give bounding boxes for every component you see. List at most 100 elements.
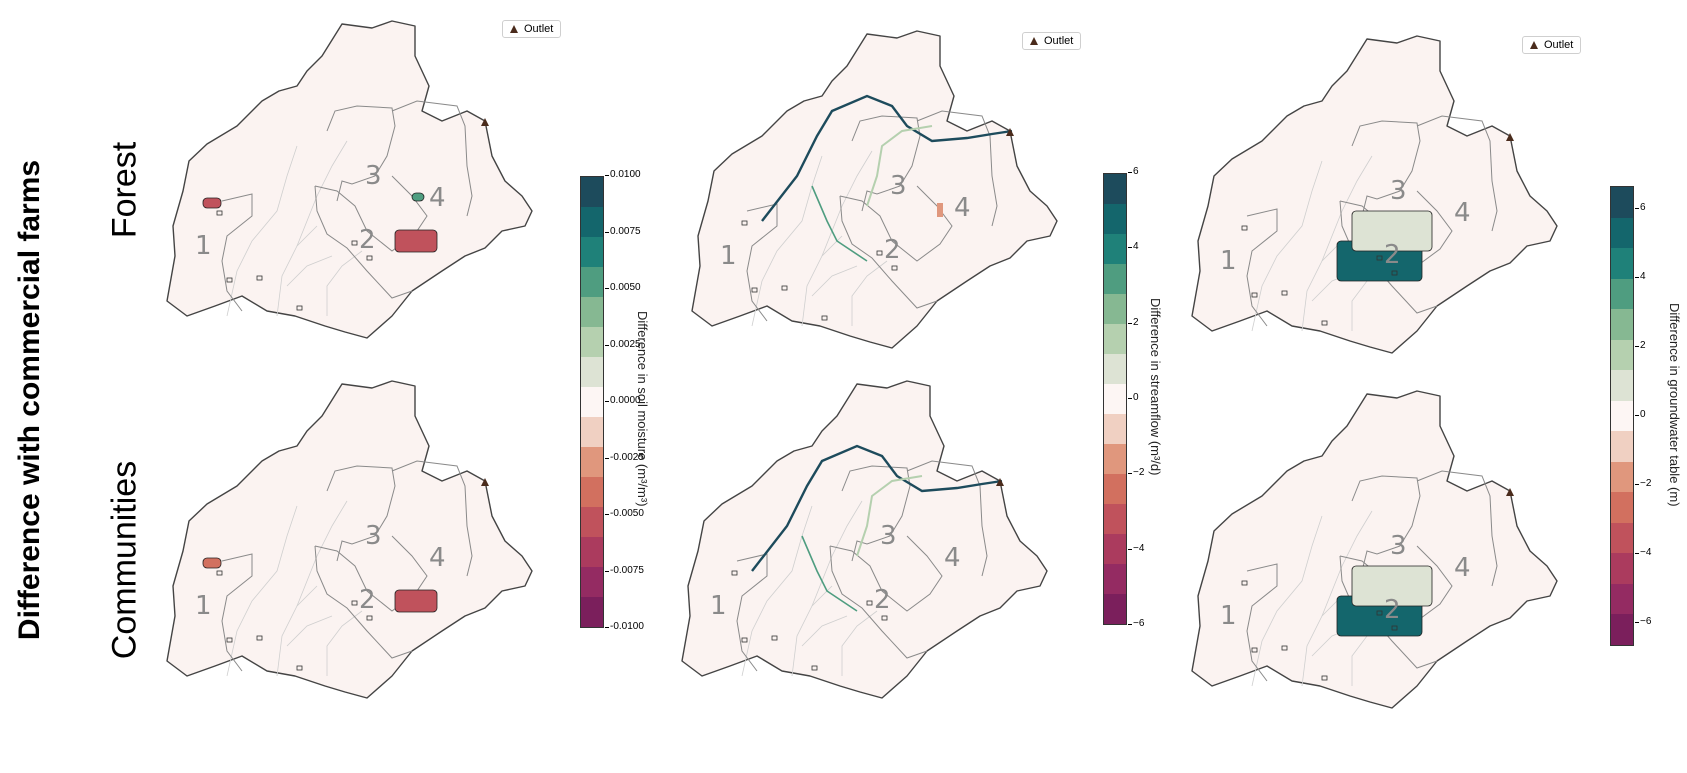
legend-outlet-1: Outlet (502, 20, 562, 38)
difference-patch (937, 203, 943, 217)
colorbar-band (1104, 204, 1126, 234)
difference-patch (411, 192, 425, 202)
subbasin-boundary (1351, 120, 1421, 217)
field-outline (811, 665, 818, 671)
colorbar-tick-label: -0.0075 (605, 564, 644, 576)
colorbar-band (1611, 614, 1633, 645)
subbasin-label: 3 (365, 161, 382, 191)
field-outline (366, 255, 373, 261)
stream-line (801, 615, 848, 647)
field-outline (1321, 320, 1328, 326)
subbasin-boundary (391, 100, 473, 217)
subbasin-label: 2 (874, 585, 891, 615)
subbasin-label: 4 (954, 193, 971, 223)
colorbar-tick-label: 6 (1128, 166, 1139, 177)
colorbar-tick-label: −4 (1127, 542, 1145, 554)
subbasin-label: 2 (1384, 595, 1401, 625)
stream-line (296, 500, 348, 607)
field-outline (881, 615, 888, 621)
subbasin-boundary (1416, 470, 1498, 587)
difference-patch (394, 229, 438, 253)
colorbar-band (1611, 400, 1633, 432)
colorbar-tick-label: −6 (1127, 618, 1145, 629)
subbasin-boundary (326, 465, 396, 562)
outlet-triangle-icon (1030, 37, 1038, 45)
colorbar-band (1104, 384, 1126, 414)
colorbar-tick-label: 2 (1128, 316, 1139, 328)
colorbar-band (581, 417, 603, 447)
colorbar-band (1104, 444, 1126, 474)
map-forest-soil-moisture: 1 2 3 4 (166, 20, 533, 339)
difference-patch (1351, 565, 1433, 607)
map-forest-groundwater: 1 2 3 4 (1191, 35, 1558, 354)
stream-line (326, 250, 363, 316)
subbasin-label: 2 (359, 585, 376, 615)
colorbar-band (1104, 294, 1126, 324)
field-outline (1281, 645, 1288, 651)
streamflow-line (866, 125, 933, 207)
colorbar-streamflow: 6 4 2 0 −2 −4 −6 Difference in streamflow (m³/… (1103, 166, 1213, 629)
subbasin-boundary (1246, 563, 1278, 682)
colorbar-gradient (580, 176, 604, 628)
streamflow-line (801, 535, 858, 612)
field-outline (296, 665, 303, 671)
basin-outline (1191, 35, 1558, 354)
field-outline (296, 305, 303, 311)
outlet-marker (1506, 488, 1514, 496)
colorbar-band (1611, 522, 1633, 554)
colorbar-band (1611, 278, 1633, 310)
stream-line (276, 225, 318, 317)
subbasin-label: 1 (195, 591, 212, 621)
field-outline (821, 315, 828, 321)
colorbar-band (1104, 234, 1126, 264)
stream-line (751, 155, 823, 327)
colorbar-band (581, 597, 603, 627)
subbasin-boundary (391, 460, 473, 577)
field-outline (1241, 225, 1248, 231)
colorbar-band (1104, 474, 1126, 504)
subbasin-label: 4 (429, 183, 446, 213)
outlet-triangle-icon (1530, 41, 1538, 49)
subbasin-label: 1 (1220, 246, 1237, 276)
colorbar-band (581, 207, 603, 237)
colorbar-tick-label: 2 (1635, 340, 1646, 351)
subbasin-label: 1 (720, 241, 737, 271)
basin-outline (1191, 390, 1558, 709)
legend-outlet-3: Outlet (1522, 36, 1582, 54)
colorbar-tick-label: -0.0050 (605, 508, 644, 519)
basin-outline (166, 20, 533, 339)
outlet-marker (481, 118, 489, 126)
subbasin-label: 2 (359, 225, 376, 255)
colorbar-groundwater: 6 4 2 0 −2 −4 −6 Difference in groundwater tab… (1610, 186, 1685, 646)
colorbar-tick-label: −6 (1634, 616, 1652, 627)
colorbar-label: Difference in streamflow (m³/d) (1148, 298, 1163, 476)
colorbar-band (1104, 534, 1126, 564)
subbasin-boundary (314, 175, 428, 252)
field-outline (256, 275, 263, 281)
colorbar-band (1104, 174, 1126, 204)
subbasin-boundary (221, 193, 253, 312)
basin-group: 1 2 3 4 (691, 30, 1058, 349)
subbasin-boundary (916, 110, 998, 227)
colorbar-band (581, 267, 603, 297)
colorbar-label: Difference in soil moisture (m³/m³) (635, 311, 650, 507)
field-outline (741, 220, 748, 226)
subbasin-boundary (829, 545, 928, 659)
legend-outlet-2: Outlet (1022, 32, 1082, 50)
subbasin-label: 1 (710, 591, 727, 621)
stream-line (1321, 510, 1373, 617)
stream-line (276, 585, 318, 677)
stream-line (841, 610, 878, 676)
colorbar-tick-label: 4 (1128, 241, 1139, 253)
colorbar-band (1104, 354, 1126, 384)
colorbar-band (1611, 492, 1633, 523)
figure-title: Difference with commercial farms (13, 159, 46, 641)
outlet-marker (481, 478, 489, 486)
colorbar-tick-label: 0.0000 (605, 395, 641, 406)
field-outline (1251, 292, 1258, 298)
subbasin-label: 3 (1390, 531, 1407, 561)
colorbar-tick-label: 4 (1635, 271, 1646, 282)
outlet-marker (996, 478, 1004, 486)
field-outline (741, 637, 748, 643)
subbasin-label: 3 (890, 171, 907, 201)
